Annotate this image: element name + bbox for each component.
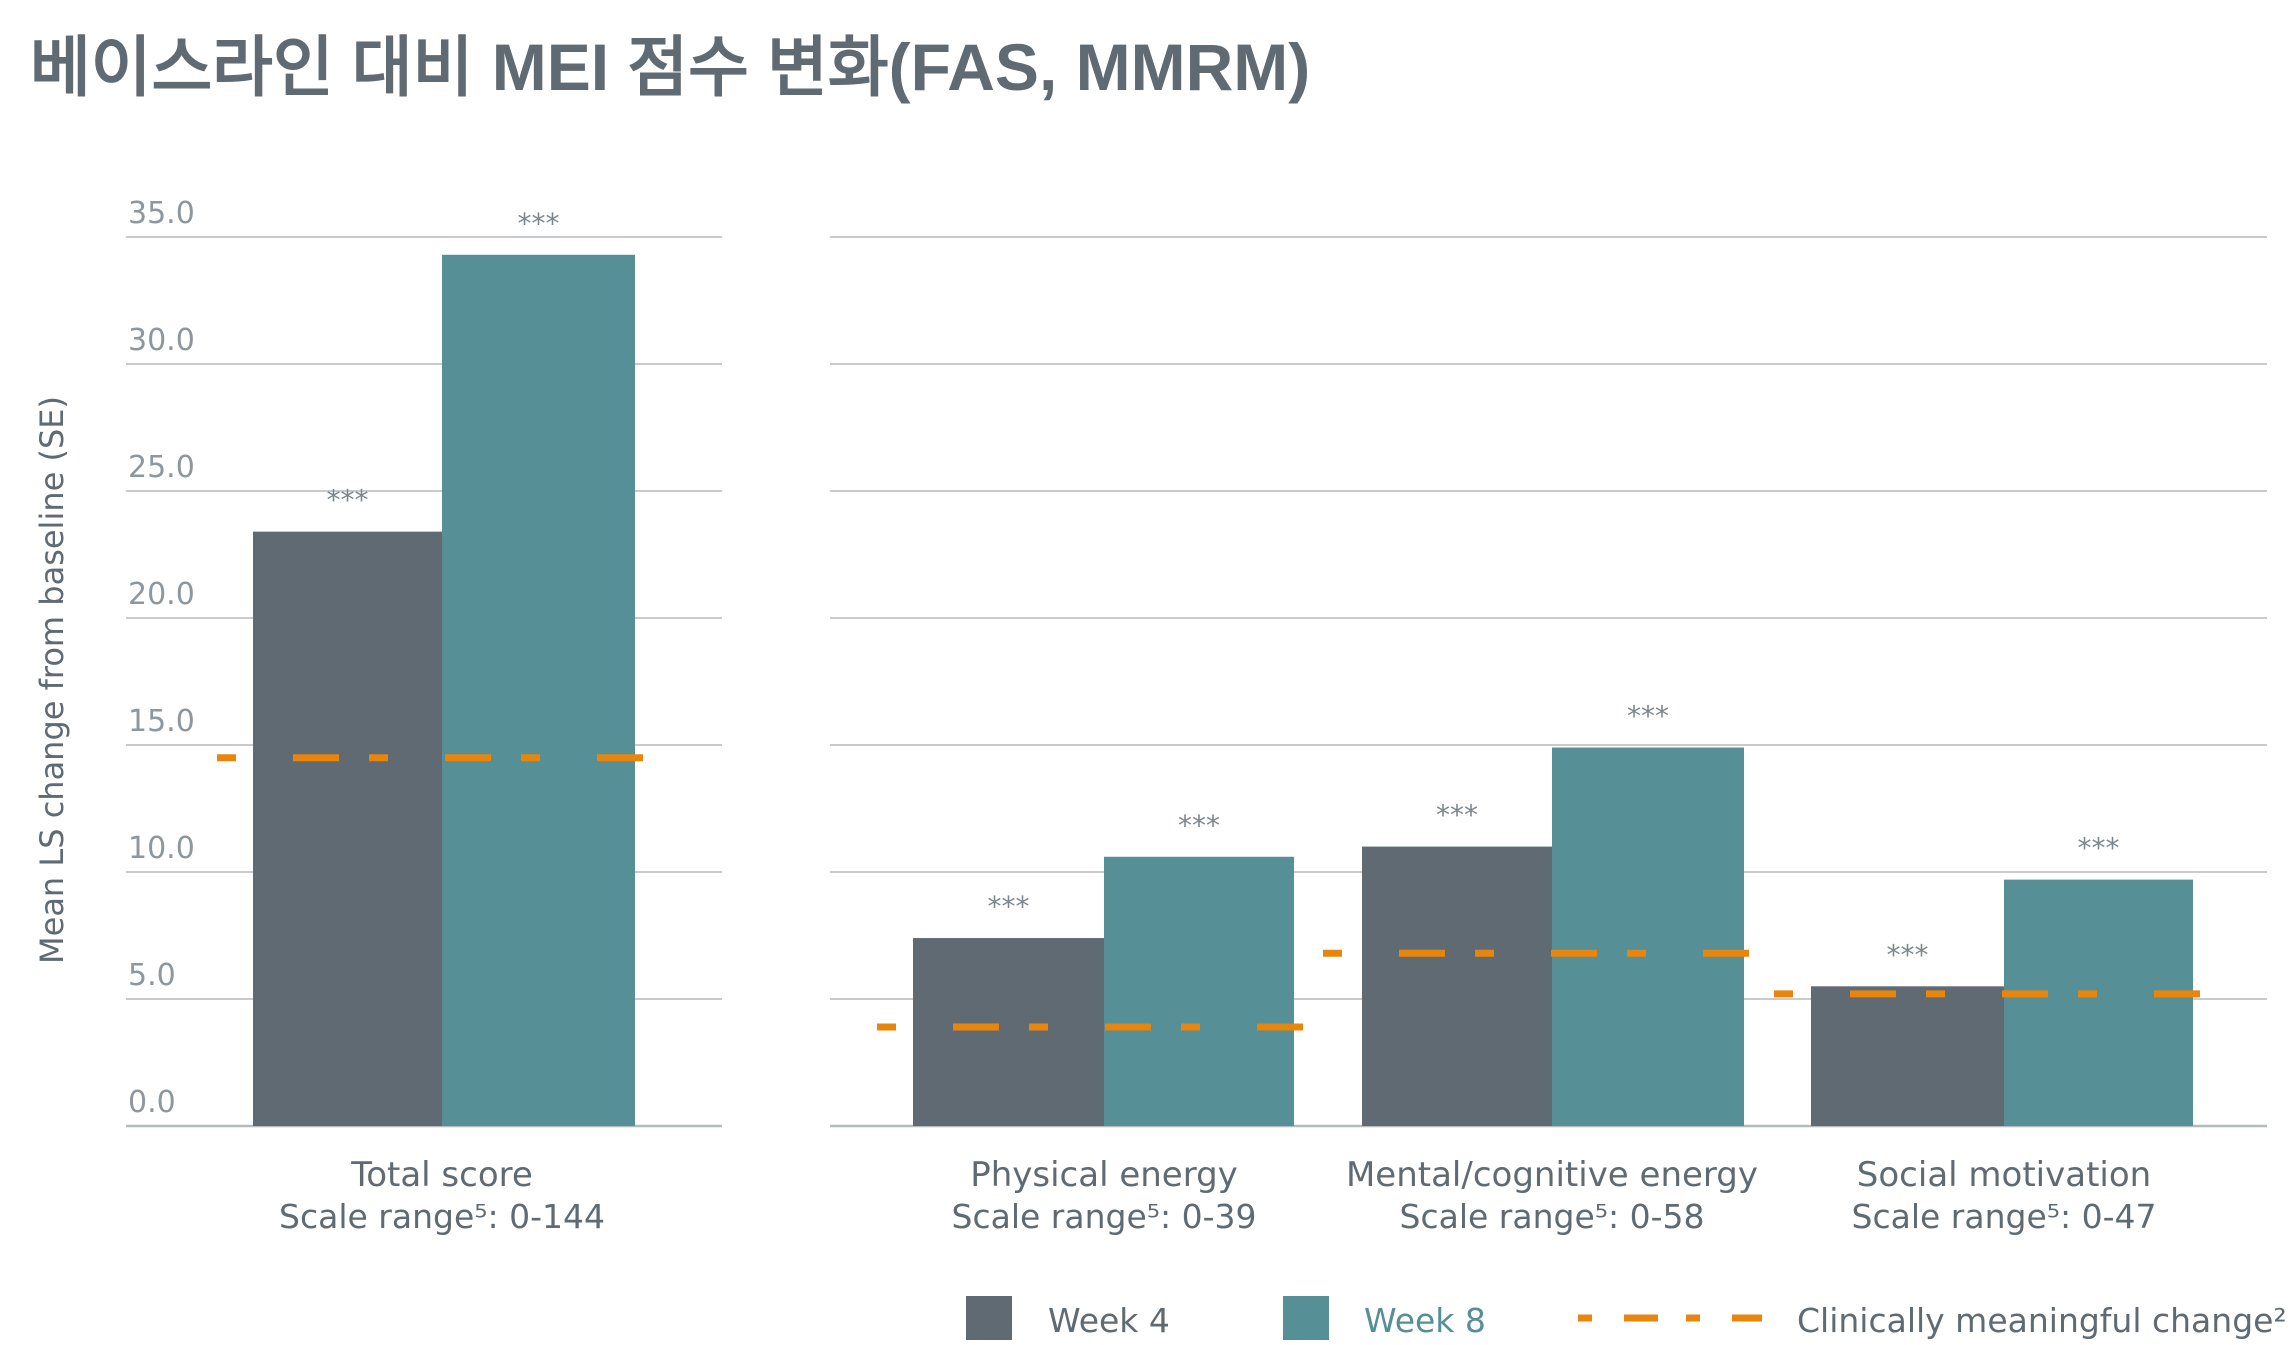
legend-swatch-week8 — [1283, 1296, 1329, 1340]
legend-label-cmc: Clinically meaningful change² — [1797, 1301, 2287, 1340]
significance-label: *** — [1627, 700, 1669, 733]
bar-week4 — [253, 531, 442, 1126]
significance-label: *** — [988, 890, 1030, 923]
scale-range-label: Scale range⁵: 0-58 — [1400, 1197, 1705, 1236]
legend-label-week4: Week 4 — [1048, 1301, 1170, 1340]
significance-label: *** — [518, 207, 560, 240]
y-tick-label: 15.0 — [128, 704, 195, 739]
significance-label: *** — [327, 484, 369, 517]
y-tick-label: 25.0 — [128, 450, 195, 485]
y-tick-label: 5.0 — [128, 958, 176, 993]
category-label: Total score — [350, 1155, 533, 1195]
y-tick-label: 35.0 — [128, 196, 195, 231]
scale-range-label: Scale range⁵: 0-144 — [279, 1197, 605, 1236]
category-label: Social motivation — [1857, 1155, 2151, 1195]
significance-label: *** — [1887, 938, 1929, 971]
chart-title: 베이스라인 대비 MEI 점수 변화(FAS, MMRM) — [30, 30, 1311, 104]
bar-week4 — [1362, 846, 1552, 1126]
category-label: Mental/cognitive energy — [1346, 1155, 1758, 1195]
legend-label-week8: Week 8 — [1364, 1301, 1486, 1340]
bar-week8 — [442, 254, 635, 1126]
y-tick-label: 0.0 — [128, 1085, 176, 1120]
scale-range-label: Scale range⁵: 0-47 — [1852, 1197, 2157, 1236]
bar-week4 — [913, 938, 1104, 1126]
bar-week8 — [2004, 879, 2193, 1126]
significance-label: *** — [2078, 832, 2120, 865]
significance-label: *** — [1436, 799, 1478, 832]
y-axis-label: Mean LS change from baseline (SE) — [33, 396, 71, 964]
y-tick-label: 30.0 — [128, 323, 195, 358]
significance-label: *** — [1178, 809, 1220, 842]
y-tick-label: 10.0 — [128, 831, 195, 866]
legend-swatch-week4 — [966, 1296, 1012, 1340]
category-label: Physical energy — [970, 1155, 1238, 1195]
bar-week4 — [1811, 986, 2004, 1126]
bar-week8 — [1552, 747, 1744, 1126]
y-tick-label: 20.0 — [128, 577, 195, 612]
bar-week8 — [1104, 856, 1294, 1126]
scale-range-label: Scale range⁵: 0-39 — [952, 1197, 1257, 1236]
